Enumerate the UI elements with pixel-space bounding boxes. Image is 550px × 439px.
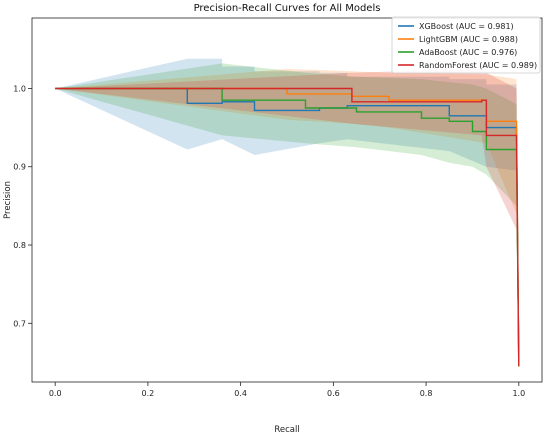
legend: XGBoost (AUC = 0.981) LightGBM (AUC = 0.9… — [391, 16, 541, 74]
chart-title: Precision-Recall Curves for All Models — [194, 3, 381, 14]
lightgbm-legend-label: LightGBM (AUC = 0.988) — [419, 35, 518, 44]
xgboost-legend-label: XGBoost (AUC = 0.981) — [419, 22, 514, 31]
randomforest-legend-label: RandomForest (AUC = 0.989) — [419, 61, 537, 70]
lightgbm-confidence-band — [55, 68, 519, 371]
x-axis-ticks: 0.0 0.2 0.4 0.6 0.8 1.0 — [49, 382, 525, 398]
x-tick-label: 0.8 — [420, 389, 433, 398]
y-axis-ticks: 0.7 0.8 0.9 1.0 — [13, 84, 32, 328]
adaboost-line — [55, 87, 520, 367]
x-tick-label: 0.0 — [49, 389, 62, 398]
y-axis-label: Precision — [3, 181, 13, 219]
y-tick-label: 0.8 — [13, 241, 26, 250]
confidence-bands — [55, 58, 519, 371]
y-tick-label: 0.9 — [13, 163, 26, 172]
x-tick-label: 0.2 — [142, 389, 155, 398]
y-tick-label: 0.7 — [13, 319, 26, 328]
x-tick-label: 0.6 — [327, 389, 340, 398]
series-lines — [55, 87, 520, 367]
xgboost-confidence-band — [55, 58, 519, 371]
lightgbm-line — [55, 87, 520, 367]
randomforest-confidence-band — [55, 68, 519, 371]
plot-area-frame — [31, 17, 543, 383]
x-axis-label: Recall — [274, 425, 299, 435]
adaboost-confidence-band — [55, 63, 519, 371]
adaboost-legend-label: AdaBoost (AUC = 0.976) — [419, 48, 517, 57]
randomforest-line — [55, 87, 520, 367]
legend-box — [391, 16, 541, 74]
y-tick-label: 1.0 — [13, 84, 26, 93]
x-tick-label: 1.0 — [512, 389, 525, 398]
x-tick-label: 0.4 — [234, 389, 247, 398]
